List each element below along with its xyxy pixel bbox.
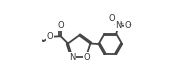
Text: N: N [115, 21, 122, 30]
Text: +: + [118, 21, 123, 26]
Text: O: O [57, 21, 64, 30]
Text: N: N [69, 53, 75, 62]
Text: O: O [83, 53, 90, 62]
Text: O: O [124, 21, 131, 30]
Text: O: O [47, 32, 53, 41]
Text: O: O [109, 14, 115, 23]
Text: -: - [129, 21, 131, 27]
